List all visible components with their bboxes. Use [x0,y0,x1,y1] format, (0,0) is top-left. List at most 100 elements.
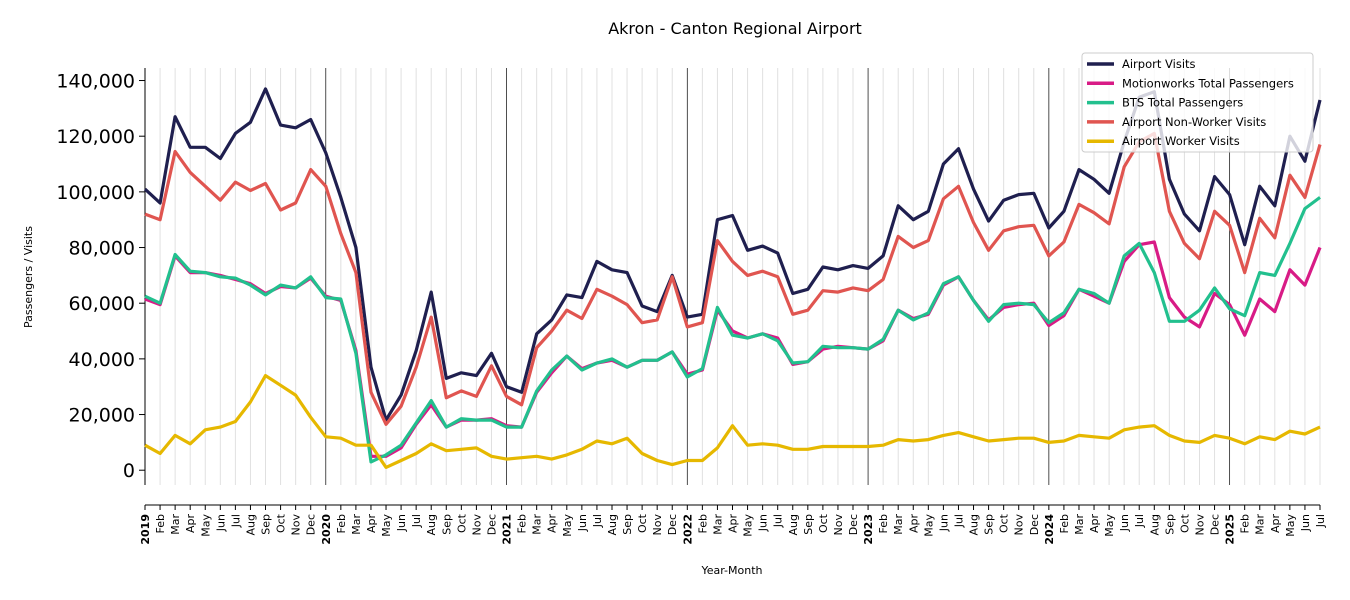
x-tick-label-month: Feb [696,514,709,533]
x-tick-label-month: Jun [757,514,770,532]
x-tick-label-month: Jun [1299,514,1312,532]
x-tick-label-month: Aug [1148,514,1161,535]
x-tick-label-month: Feb [1058,514,1071,533]
x-tick-label-month: Jul [1133,514,1146,528]
y-tick-label: 0 [123,460,135,482]
x-tick-label-month: Feb [516,514,529,533]
x-tick-label-month: Jul [410,514,423,528]
y-tick-label: 40,000 [69,349,135,371]
x-tick-label-month: Apr [727,514,740,534]
legend-label: Airport Visits [1122,57,1196,71]
x-tick-label-year: 2022 [681,514,694,545]
x-tick-label-month: Jul [952,514,965,528]
x-tick-label-month: Oct [817,513,830,533]
legend-box [1081,52,1314,153]
x-tick-label-month: Dec [305,514,318,535]
x-tick-label-month: May [922,514,935,537]
x-tick-label-year: 2019 [139,514,152,545]
x-tick-label-month: Nov [651,514,664,536]
x-tick-label-month: Dec [847,514,860,535]
y-tick-label: 80,000 [69,238,135,260]
x-tick-label-month: Feb [335,514,348,533]
x-tick-label-year: 2025 [1224,514,1237,545]
chart-title: Akron - Canton Regional Airport [608,19,862,38]
y-tick-label: 100,000 [56,182,135,204]
axes: 2019 Feb Mar Apr May Jun Jul Aug Sep Oct Nov Dec 202… [56,68,1327,545]
x-tick-label-month: Aug [425,514,438,535]
x-tick-label-month: May [380,514,393,537]
x-tick-label-month: Oct [636,513,649,533]
x-tick-label-month: Mar [1254,514,1267,535]
x-tick-label-month: Apr [184,514,197,534]
x-tick-label-month: Aug [244,514,257,535]
series-line-airport-worker-visits [144,374,1321,469]
x-tick-label-month: Sep [983,514,996,535]
x-tick-label-month: Sep [440,514,453,535]
x-tick-label-month: Dec [1209,514,1222,535]
y-axis-label: Passengers / Visits [22,226,35,328]
x-tick-label-month: Mar [892,514,905,535]
x-tick-label-month: Oct [455,513,468,533]
x-tick-label-month: Oct [1178,513,1191,533]
x-tick-label-month: Aug [606,514,619,535]
x-tick-label-month: Nov [832,514,845,536]
x-tick-label-month: May [561,514,574,537]
x-tick-label-year: 2023 [862,514,875,545]
x-tick-label-month: Nov [470,514,483,536]
x-tick-label-year: 2021 [501,514,514,545]
y-tick-label: 60,000 [69,293,135,315]
x-tick-label-month: May [742,514,755,537]
x-tick-label-month: Oct [998,513,1011,533]
legend: Airport Visits Motionworks Total Passenge… [1081,52,1314,153]
x-tick-label-month: Feb [877,514,890,533]
x-tick-label-month: Aug [968,514,981,535]
x-tick-label-month: Jul [591,514,604,528]
x-tick-label-month: Oct [275,513,288,533]
x-tick-label-month: Jun [576,514,589,532]
x-tick-label-month: Nov [1013,514,1026,536]
x-tick-label-month: Mar [350,514,363,535]
series-line-bts-total-passengers [144,196,1321,464]
x-tick-label-month: Apr [907,514,920,534]
x-tick-label-month: May [199,514,212,537]
x-tick-label-month: Jul [1314,514,1327,528]
x-tick-label-month: Sep [621,514,634,535]
x-tick-label-month: Mar [1073,514,1086,535]
series-line-airport-non-worker-visits [144,131,1322,426]
x-tick-label-month: Jul [229,514,242,528]
x-tick-label-month: Nov [1193,514,1206,536]
x-tick-label-month: Jun [395,514,408,532]
x-tick-label-month: Mar [531,514,544,535]
x-tick-label-month: Dec [1028,514,1041,535]
x-tick-label-year: 2024 [1043,514,1056,545]
x-tick-label-month: Jun [214,514,227,532]
legend-label: Motionworks Total Passengers [1122,76,1294,90]
legend-label: BTS Total Passengers [1122,96,1243,110]
x-tick-label-month: Sep [260,514,273,535]
x-tick-label-month: Jun [937,514,950,532]
x-tick-label-month: Mar [169,514,182,535]
x-tick-label-month: Jul [772,514,785,528]
x-tick-label-year: 2020 [320,514,333,545]
y-tick-label: 140,000 [56,71,135,93]
x-tick-label-month: Dec [666,514,679,535]
y-tick-label: 120,000 [56,126,135,148]
x-tick-label-month: Apr [365,514,378,534]
y-tick-label: 20,000 [69,405,135,427]
x-tick-label-month: Jun [1118,514,1131,532]
x-tick-label-month: Sep [802,514,815,535]
x-tick-label-month: Apr [1088,514,1101,534]
x-tick-label-month: Feb [1239,514,1252,533]
x-tick-label-month: Sep [1163,514,1176,535]
x-tick-label-month: May [1103,514,1116,537]
x-tick-label-month: Apr [546,514,559,534]
legend-label: Airport Non-Worker Visits [1122,115,1266,129]
x-tick-label-month: Nov [290,514,303,536]
x-tick-label-month: May [1284,514,1297,537]
x-tick-label-month: Aug [787,514,800,535]
x-axis-label: Year-Month [700,564,762,577]
x-tick-label-month: Dec [485,514,498,535]
x-tick-label-month: Mar [711,514,724,535]
